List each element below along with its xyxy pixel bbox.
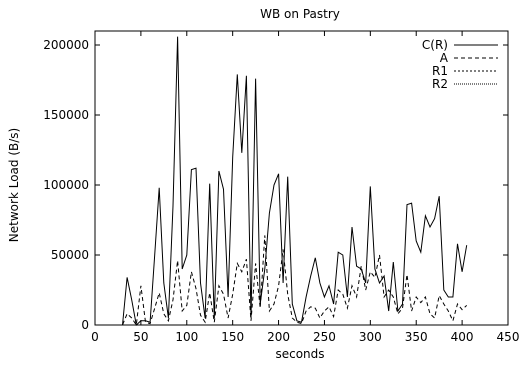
x-tick-label: 200 (267, 330, 290, 344)
x-tick-label: 450 (497, 330, 520, 344)
axis-ticks: 0 50 100 150 200 250 300 350 400 450 0 50000 100000 1… (43, 31, 519, 344)
x-tick-label: 350 (405, 330, 428, 344)
legend-label: A (440, 51, 449, 65)
y-tick-label: 50000 (51, 248, 89, 262)
x-tick-label: 300 (359, 330, 382, 344)
x-tick-label: 250 (313, 330, 336, 344)
x-axis-label: seconds (275, 347, 324, 361)
x-tick-label: 400 (451, 330, 474, 344)
legend-label: R1 (432, 64, 448, 78)
x-tick-label: 100 (175, 330, 198, 344)
series-line-cr (95, 36, 468, 326)
y-axis-label: Network Load (B/s) (7, 128, 21, 242)
x-tick-label: 50 (133, 330, 148, 344)
y-tick-label: 100000 (43, 178, 89, 192)
x-tick-label: 150 (221, 330, 244, 344)
series-line-a (95, 235, 468, 327)
chart-title: WB on Pastry (260, 7, 340, 21)
legend-label: R2 (432, 77, 448, 91)
series-layer (95, 36, 468, 327)
legend-label: C(R) (422, 38, 448, 52)
y-tick-label: 0 (81, 318, 89, 332)
y-tick-label: 150000 (43, 108, 89, 122)
x-tick-label: 0 (91, 330, 99, 344)
y-tick-label: 200000 (43, 38, 89, 52)
